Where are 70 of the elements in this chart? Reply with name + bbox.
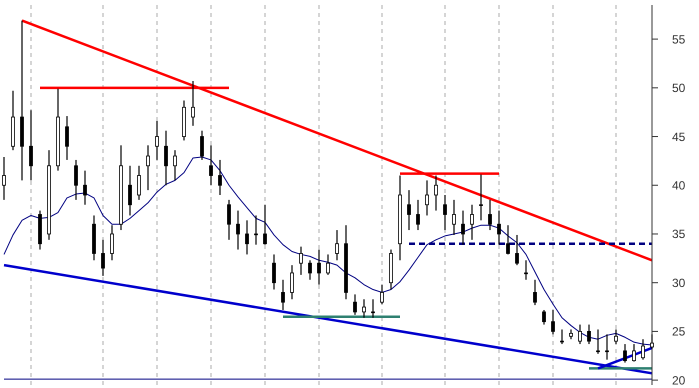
- candlestick: [146, 144, 150, 191]
- candlestick: [623, 343, 627, 364]
- candlestick: [443, 194, 447, 231]
- y-tick-label: 55: [672, 32, 686, 46]
- candlestick: [200, 130, 204, 161]
- candlestick: [641, 338, 645, 360]
- candlestick: [479, 174, 483, 221]
- candlestick: [569, 328, 573, 340]
- candlestick: [137, 165, 141, 200]
- candlestick: [362, 298, 366, 318]
- candlestick: [605, 334, 609, 360]
- candlestick: [497, 210, 501, 246]
- candlestick: [587, 324, 591, 345]
- candlestick: [263, 204, 267, 246]
- y-tick-label: 35: [672, 227, 686, 242]
- candlestick: [515, 234, 519, 266]
- candlestick: [29, 110, 33, 181]
- candlestick: [470, 204, 474, 240]
- candlestick: [317, 248, 321, 286]
- candlestick: [407, 190, 411, 231]
- candlestick: [74, 159, 78, 200]
- candlestick: [416, 199, 420, 231]
- candlestick: [488, 199, 492, 231]
- candlestick: [335, 229, 339, 261]
- candlestick: [281, 279, 285, 311]
- candlestick: [371, 298, 375, 318]
- candlestick: [560, 328, 564, 345]
- candlestick: [650, 334, 654, 350]
- candlestick: [578, 324, 582, 345]
- candlestick: [128, 165, 132, 216]
- candlestick: [596, 328, 600, 354]
- candlestick: [236, 210, 240, 250]
- candlestick: [533, 279, 537, 306]
- candlestick: [632, 343, 636, 362]
- candlestick: [191, 80, 195, 126]
- candlestick: [326, 254, 330, 276]
- candlestick: [290, 264, 294, 300]
- candlestick: [254, 214, 258, 246]
- candlestick: [614, 328, 618, 345]
- candlestick: [380, 284, 384, 305]
- candlestick: [83, 170, 87, 206]
- y-tick-label: 40: [672, 178, 686, 193]
- candlestick: [353, 294, 357, 316]
- candlestick: [2, 156, 6, 200]
- candlestick: [542, 309, 546, 326]
- candlestick: [425, 180, 429, 216]
- candlestick: [434, 174, 438, 212]
- candlestick: [65, 115, 69, 161]
- candlestick: [551, 309, 555, 335]
- candlestick: [245, 220, 249, 256]
- candlestick: [101, 239, 105, 276]
- candlestick: [173, 150, 177, 181]
- y-tick-label: 50: [672, 81, 686, 96]
- candlestick: [299, 246, 303, 276]
- candlestick: [164, 130, 168, 186]
- candlestick: [524, 260, 528, 280]
- candlestick: [209, 144, 213, 186]
- candlestick: [272, 254, 276, 290]
- candlestick: [227, 199, 231, 240]
- candlestick: [452, 199, 456, 236]
- y-tick-label: 30: [672, 276, 686, 290]
- candlestick: [218, 159, 222, 196]
- candlestick: [308, 260, 312, 280]
- y-tick-label: 45: [672, 130, 686, 144]
- y-tick-label: 25: [672, 324, 686, 339]
- candlestick: [461, 210, 465, 246]
- y-tick-label: 20: [672, 373, 686, 388]
- candlestick: [506, 224, 510, 256]
- candlestick: [155, 120, 159, 161]
- candlestick: [110, 224, 114, 261]
